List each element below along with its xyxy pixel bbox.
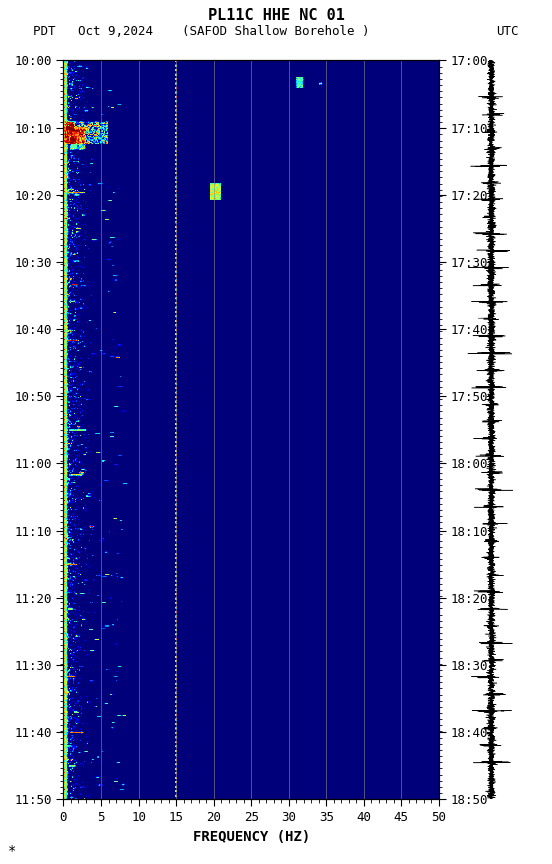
Text: PL11C HHE NC 01: PL11C HHE NC 01 [208, 9, 344, 23]
Text: PDT   Oct 9,2024: PDT Oct 9,2024 [33, 25, 153, 38]
Text: UTC: UTC [496, 25, 519, 38]
Text: (SAFOD Shallow Borehole ): (SAFOD Shallow Borehole ) [182, 25, 370, 38]
X-axis label: FREQUENCY (HZ): FREQUENCY (HZ) [193, 829, 310, 843]
Text: *: * [8, 844, 17, 858]
